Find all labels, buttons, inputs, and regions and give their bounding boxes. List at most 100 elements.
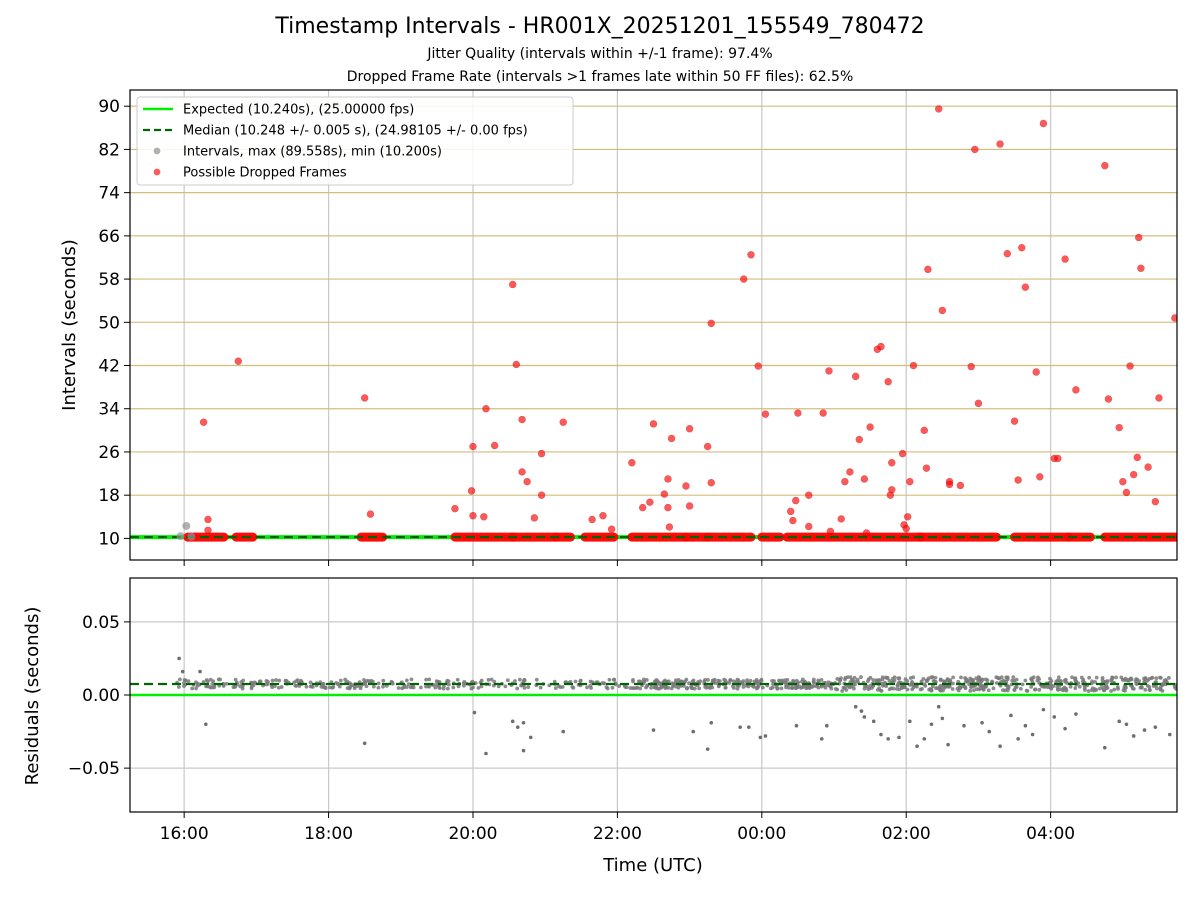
- residual-point: [1011, 675, 1016, 679]
- residual-point: [963, 679, 968, 684]
- residual-outlier-point: [897, 735, 901, 740]
- dropped-frame-point: [467, 487, 476, 495]
- residual-point: [789, 686, 794, 690]
- residual-point: [233, 677, 238, 682]
- intervals-y-tick-label: 50: [98, 313, 120, 333]
- dropped-frame-point: [922, 464, 931, 472]
- residual-point: [182, 678, 187, 682]
- dropped-frame-point: [888, 486, 896, 494]
- dropped-frame-point: [469, 512, 477, 520]
- residual-point: [1126, 677, 1131, 682]
- residual-point: [337, 684, 342, 689]
- residual-point: [363, 681, 368, 686]
- residual-point: [1167, 676, 1171, 680]
- residual-point: [852, 675, 857, 680]
- residual-point: [534, 677, 539, 682]
- residual-point: [779, 686, 784, 691]
- residual-outlier-point: [758, 735, 763, 740]
- residual-point: [492, 679, 497, 684]
- residual-outlier-point: [738, 725, 742, 729]
- residual-point: [617, 684, 622, 688]
- residual-point: [708, 686, 713, 690]
- residual-point: [670, 681, 675, 686]
- residual-point: [931, 678, 936, 683]
- intervals-y-tick-label: 74: [98, 184, 120, 204]
- residual-point: [1154, 676, 1159, 681]
- dropped-frame-point: [1151, 497, 1160, 506]
- residual-point: [252, 680, 257, 685]
- residual-point: [406, 682, 411, 687]
- residual-outlier-point: [705, 747, 710, 751]
- residual-point: [631, 678, 635, 682]
- residual-point: [1090, 679, 1095, 684]
- residual-outlier-point: [987, 729, 992, 734]
- dropped-frame-point: [480, 513, 488, 521]
- x-tick-label: 18:00: [304, 824, 353, 844]
- x-tick-label: 00:00: [737, 824, 786, 844]
- residual-point: [819, 677, 824, 682]
- residual-outlier-point: [980, 720, 984, 725]
- dropped-frame-point: [685, 502, 694, 510]
- residual-point: [942, 684, 947, 689]
- x-tick-label: 02:00: [882, 824, 931, 844]
- residual-point: [687, 681, 691, 686]
- dropped-frame-point: [805, 522, 813, 531]
- residual-point: [427, 677, 432, 682]
- dropped-frame-point: [707, 319, 715, 328]
- dropped-frame-point: [903, 513, 912, 521]
- residual-point: [990, 679, 994, 684]
- dropped-frame-point: [523, 477, 531, 486]
- residual-point: [847, 685, 852, 690]
- dropped-frame-point: [967, 362, 975, 371]
- residual-point: [538, 685, 543, 690]
- residual-point: [589, 686, 593, 690]
- residual-outlier-point: [962, 723, 966, 728]
- dropped-frame-point: [909, 361, 918, 370]
- residual-point: [794, 678, 799, 683]
- residual-point: [1094, 675, 1099, 680]
- residual-outlier-point: [561, 729, 566, 734]
- intervals-y-tick-label: 42: [98, 357, 120, 377]
- residual-outlier-point: [1131, 734, 1136, 738]
- residual-point: [759, 678, 764, 683]
- residual-point: [1031, 675, 1036, 680]
- residual-point: [427, 684, 431, 689]
- residual-point: [446, 679, 451, 684]
- residual-point: [690, 686, 695, 691]
- residual-outlier-point: [1052, 715, 1057, 719]
- residual-point: [963, 685, 968, 689]
- residual-point: [1160, 683, 1165, 688]
- residual-point: [777, 678, 781, 683]
- residual-point: [684, 686, 689, 691]
- dropped-frame-point: [938, 306, 947, 315]
- residual-outlier-point: [859, 709, 864, 713]
- legend-entry-label: Intervals, max (89.558s), min (10.200s): [183, 145, 442, 160]
- legend-entry-label: Possible Dropped Frames: [183, 166, 347, 181]
- legend-intervals-swatch: [153, 147, 161, 155]
- residual-point: [1023, 678, 1028, 683]
- residual-point: [322, 685, 327, 690]
- residual-point: [934, 686, 938, 691]
- residual-point: [456, 684, 461, 689]
- x-axis-label: Time (UTC): [602, 855, 703, 876]
- residual-point: [265, 682, 270, 686]
- residual-point: [786, 685, 791, 690]
- residual-point: [800, 685, 805, 690]
- residual-point: [364, 684, 369, 689]
- dropped-frame-point: [518, 468, 526, 476]
- residual-point: [662, 684, 667, 689]
- dropped-frame-point: [1115, 423, 1123, 432]
- residual-point: [513, 679, 517, 683]
- residual-outlier-point: [908, 719, 912, 724]
- residual-point: [1139, 685, 1144, 690]
- dropped-frame-point: [667, 434, 676, 443]
- residual-point: [292, 680, 297, 685]
- dropped-frame-point: [971, 145, 979, 154]
- residual-outlier-point: [177, 656, 181, 661]
- residuals-y-tick-label: −0.05: [68, 759, 120, 779]
- dropped-frame-point: [805, 491, 813, 499]
- residual-outlier-point: [1124, 722, 1129, 727]
- residual-point: [930, 675, 935, 680]
- dropped-frame-point: [855, 435, 863, 444]
- residual-outlier-point: [871, 719, 876, 724]
